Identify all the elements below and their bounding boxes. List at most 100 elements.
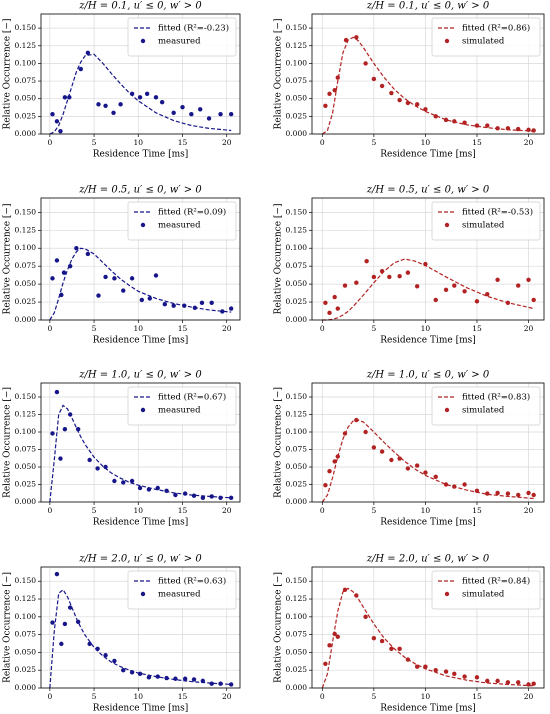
x-axis-label: Residence Time [ms] — [380, 518, 476, 528]
y-tick-label: 0.125 — [286, 410, 308, 419]
fitted-line — [321, 419, 534, 503]
data-point — [162, 302, 168, 307]
data-point — [182, 676, 188, 681]
data-point — [485, 678, 490, 684]
legend: fitted (R²=-0.23) measured — [127, 17, 237, 57]
x-tick-label: 0 — [320, 506, 325, 515]
data-point — [129, 670, 135, 675]
x-tick-label: 5 — [92, 506, 97, 515]
data-point — [531, 681, 536, 686]
fitted-line — [49, 53, 232, 135]
legend-label: simulated — [462, 590, 505, 600]
data-point — [182, 491, 188, 496]
data-point — [332, 631, 337, 637]
y-tick-label: 0.075 — [15, 76, 37, 85]
data-point — [50, 620, 55, 625]
data-point — [218, 495, 223, 500]
legend-label: measured — [158, 37, 201, 47]
legend-box — [127, 201, 237, 241]
y-tick-label: 0.100 — [15, 612, 37, 621]
data-point — [433, 668, 438, 673]
data-point — [516, 680, 521, 685]
data-point — [474, 123, 480, 128]
data-point — [526, 127, 531, 132]
data-point — [495, 277, 500, 283]
data-point — [335, 75, 340, 80]
subplot: 0 5 10 15 20 0.000 0.025 0.050 0.075 0.100 0.125 0.… — [274, 370, 545, 528]
x-tick-label: 20 — [524, 138, 534, 147]
data-point — [327, 91, 332, 96]
data-point — [129, 276, 135, 281]
y-tick-label: 0.075 — [15, 445, 37, 454]
data-point — [75, 619, 81, 625]
y-tick-label: 0.075 — [15, 261, 37, 270]
x-tick-label: 20 — [524, 692, 534, 701]
data-point — [129, 91, 135, 96]
data-point — [443, 117, 449, 123]
data-point — [327, 310, 332, 316]
data-point — [50, 431, 55, 436]
data-point — [516, 492, 521, 498]
plot-frame — [40, 566, 241, 689]
data-point — [452, 671, 457, 676]
data-point — [209, 494, 214, 499]
data-point — [505, 680, 511, 685]
data-point — [364, 258, 369, 264]
y-tick-label: 0.100 — [15, 58, 37, 67]
data-point — [137, 671, 143, 676]
data-point — [423, 261, 428, 267]
data-point — [96, 102, 101, 107]
y-tick-label: 0.050 — [15, 94, 37, 103]
data-point — [147, 296, 152, 301]
x-tick-label: 10 — [421, 324, 431, 333]
x-tick-label: 0 — [47, 506, 52, 515]
y-tick-label: 0.125 — [15, 410, 37, 419]
legend-label: fitted (R²=-0.23) — [158, 23, 229, 34]
data-point — [164, 675, 169, 681]
chart-title: z/H = 0.1, u′ ≤ 0, w′ > 0 — [366, 1, 490, 12]
data-point — [452, 283, 457, 288]
data-point — [335, 306, 340, 311]
data-point — [121, 288, 126, 293]
data-point — [323, 103, 328, 108]
y-tick-label: 0.050 — [286, 647, 308, 656]
data-point — [433, 474, 438, 479]
y-tick-label: 0.025 — [15, 480, 37, 489]
x-axis-label: Residence Time [ms] — [93, 518, 189, 528]
y-tick-label: 0.100 — [286, 243, 308, 252]
y-tick-label: 0.025 — [286, 111, 308, 120]
data-point — [61, 270, 67, 275]
legend: fitted (R²=-0.53) simulated — [431, 201, 541, 241]
x-tick-label: 15 — [178, 138, 188, 147]
plot-frame — [40, 13, 241, 135]
data-point — [189, 112, 194, 117]
legend-label: fitted (R²=0.83) — [462, 392, 530, 403]
legend-label: measured — [158, 221, 201, 231]
data-point — [485, 291, 490, 297]
data-point — [332, 294, 337, 300]
x-axis-label: Residence Time [ms] — [93, 150, 189, 160]
data-point — [129, 478, 135, 484]
fitted-line — [322, 258, 534, 321]
legend-box — [127, 570, 237, 610]
y-axis-label: Relative Occurrence [−] — [274, 572, 284, 683]
y-tick-label: 0.100 — [286, 58, 308, 67]
x-tick-label: 20 — [222, 138, 232, 147]
data-point — [387, 274, 392, 280]
data-point — [59, 292, 64, 298]
data-point — [200, 495, 206, 500]
data-point — [423, 470, 428, 475]
y-tick-label: 0.025 — [286, 297, 308, 306]
data-point — [485, 491, 490, 496]
data-point — [87, 641, 92, 647]
subplot: 0 5 10 15 20 0.000 0.025 0.050 0.075 0.100 0.125 0.… — [274, 554, 545, 714]
x-tick-label: 0 — [320, 324, 325, 333]
plot-frame — [311, 382, 545, 503]
y-tick-label: 0.000 — [15, 683, 37, 692]
legend-box — [431, 570, 541, 610]
data-point — [87, 457, 92, 463]
data-point — [332, 88, 337, 93]
data-point — [443, 482, 449, 487]
data-point — [62, 621, 68, 627]
subplot: 0 5 10 15 20 0.000 0.025 0.050 0.075 0.100 0.125 0.… — [3, 185, 241, 346]
